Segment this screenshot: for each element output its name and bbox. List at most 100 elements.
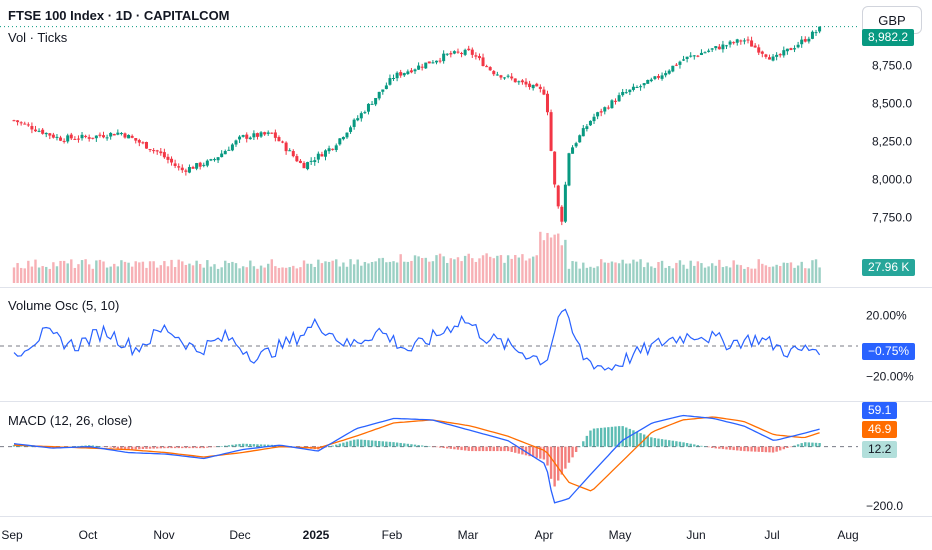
candle-body	[91, 137, 95, 139]
volume-bar	[639, 259, 642, 283]
candle-body	[180, 167, 184, 171]
macd-hist-bar	[503, 446, 506, 452]
macd-hist-bar	[349, 440, 352, 447]
candle-body	[492, 71, 496, 75]
volume-bar	[198, 263, 202, 283]
volume-bar	[302, 260, 306, 283]
macd-hist-bar	[657, 438, 660, 447]
volume-bar	[710, 263, 714, 283]
time-axis: Sep Oct Nov Dec 2025 Feb Mar Apr May Jun Jul Aug	[1, 528, 858, 542]
candle-body	[703, 52, 707, 54]
candle-body	[202, 164, 206, 166]
candle-body	[535, 83, 539, 87]
candle-body	[488, 67, 492, 71]
candle-body	[760, 51, 764, 54]
volume-indicator-label[interactable]: Vol · Ticks	[8, 30, 68, 45]
candle-body	[531, 84, 535, 89]
last-price-badge: 8,982.2	[862, 29, 915, 46]
macd-hist-bar	[127, 446, 130, 450]
macd-hist-bar	[177, 446, 180, 449]
price-axis-label: 8,500.0	[872, 97, 912, 111]
volume-bar	[281, 267, 284, 283]
macd-hist-bar	[105, 446, 109, 448]
candle-body	[123, 133, 127, 138]
macd-hist-bar	[134, 446, 137, 450]
macd-hist-bar	[574, 446, 578, 452]
macd-hist-bar	[385, 441, 388, 447]
volume-bar	[220, 267, 223, 283]
candle-body	[771, 56, 775, 61]
candle-body	[614, 100, 618, 102]
candle-body	[105, 137, 109, 139]
candle-body	[528, 83, 532, 88]
candle-body	[141, 142, 145, 144]
candle-body	[739, 40, 743, 42]
candle-body	[460, 53, 464, 55]
candle-body	[216, 157, 220, 161]
candle-body	[574, 143, 578, 147]
volume-bar	[718, 259, 721, 283]
candle-body	[424, 62, 428, 69]
macd-hist-bar	[123, 446, 127, 450]
volume-bar	[646, 262, 649, 283]
candle-body	[409, 70, 413, 73]
volume-bar	[517, 257, 521, 283]
macd-label[interactable]: MACD (12, 26, close)	[8, 413, 133, 428]
candle-body	[173, 163, 177, 166]
volume-bar	[574, 261, 578, 283]
volume-bar	[227, 263, 231, 283]
volume-bar	[703, 267, 707, 283]
candle-body	[420, 66, 424, 68]
macd-hist-bar	[775, 446, 778, 452]
candle-body	[696, 55, 700, 57]
candle-body	[59, 137, 63, 141]
volume-bar	[678, 260, 682, 283]
volume-bar	[467, 253, 470, 283]
macd-hist-bar	[360, 439, 363, 447]
volume-bar	[134, 261, 137, 283]
volume-bar	[120, 260, 123, 283]
volume-bar	[335, 259, 338, 283]
volume-bar	[148, 261, 152, 283]
macd-hist-bar	[524, 446, 528, 456]
candle-body	[313, 160, 317, 163]
macd-hist-bar	[560, 446, 564, 475]
macd-hist-bar	[804, 442, 807, 447]
macd-hist-bar	[152, 446, 155, 449]
volume-bar	[277, 267, 281, 283]
candle-body	[33, 129, 37, 132]
macd-hist-bar	[77, 446, 80, 447]
macd-hist-bar	[463, 446, 467, 451]
macd-hist-bar	[442, 446, 445, 448]
volume-bar	[578, 268, 581, 283]
volume-bar	[95, 260, 98, 283]
candle-body	[177, 166, 181, 168]
macd-hist-bar	[116, 446, 120, 449]
candle-body	[728, 41, 732, 45]
volume-osc-label[interactable]: Volume Osc (5, 10)	[8, 298, 120, 313]
volume-bar	[775, 264, 778, 283]
volume-bar	[567, 268, 571, 283]
candle-body	[631, 86, 635, 90]
time-axis-label: 2025	[303, 528, 330, 542]
macd-hist-bar	[746, 446, 750, 452]
candle-body	[456, 51, 460, 53]
macd-hist-bar	[542, 446, 546, 460]
macd-hist-bar	[166, 446, 170, 449]
volume-bar	[463, 255, 467, 283]
macd-hist-bar	[506, 446, 510, 452]
candle-body	[474, 55, 478, 57]
candle-body	[359, 113, 363, 119]
candle-body	[152, 150, 156, 152]
candle-body	[596, 112, 600, 117]
volume-bar	[428, 261, 431, 283]
candle-body	[62, 140, 66, 142]
signal-value-badge: 46.9	[862, 421, 898, 438]
volume-bar	[782, 262, 785, 283]
macd-value-badge: 59.1	[862, 402, 898, 419]
macd-hist-bar	[632, 430, 635, 447]
macd-hist-bar	[510, 446, 513, 452]
volume-bar	[607, 262, 610, 283]
volume-bar	[116, 266, 120, 283]
